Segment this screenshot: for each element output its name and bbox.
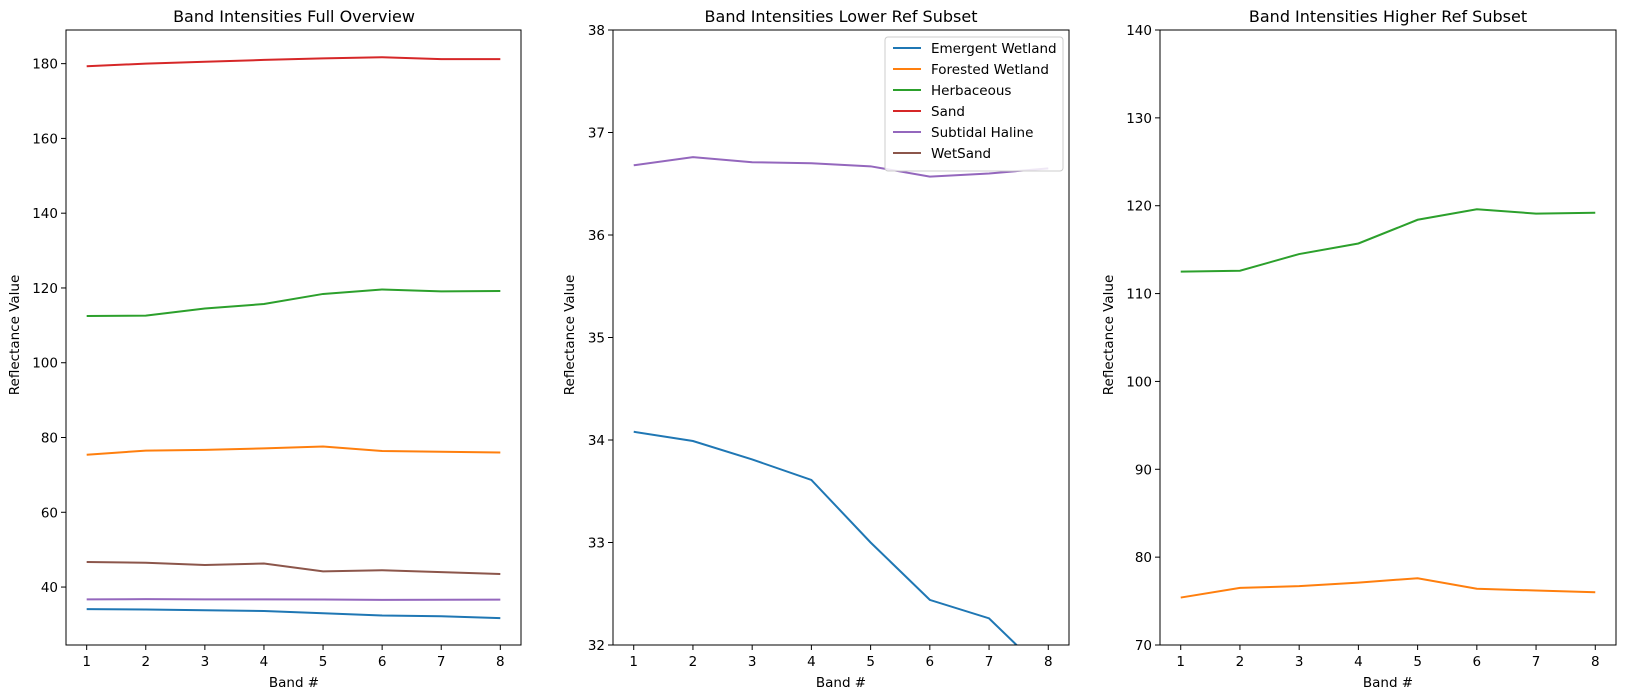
series-group xyxy=(1180,208,1596,599)
x-tick-label: 4 xyxy=(1354,654,1363,670)
y-tick-label: 140 xyxy=(32,206,58,222)
y-tick-label: 160 xyxy=(32,131,58,147)
x-tick-label: 4 xyxy=(807,654,816,670)
y-tick-label: 140 xyxy=(1126,23,1152,39)
y-tick-label: 32 xyxy=(588,638,605,654)
panel-title: Band Intensities Lower Ref Subset xyxy=(705,7,978,26)
y-tick-label: 110 xyxy=(1126,287,1152,303)
x-axis-label: Band # xyxy=(816,675,866,691)
legend: Emergent Wetland Forested Wetland Herbaceo… xyxy=(884,36,1064,172)
x-tick-label: 4 xyxy=(260,654,269,670)
y-tick-label: 35 xyxy=(588,331,605,347)
plot-frame xyxy=(65,29,522,646)
x-tick-label: 8 xyxy=(1591,654,1600,670)
x-tick-label: 7 xyxy=(985,654,994,670)
x-tick-label: 3 xyxy=(201,654,210,670)
panel-full-overview: Band Intensities Full Overview 1 2 3 4 5 6 7 8 4… xyxy=(7,7,522,691)
x-tick-label: 6 xyxy=(926,654,935,670)
series-group xyxy=(86,56,501,620)
plot-layer xyxy=(633,156,1049,645)
y-tick-label: 80 xyxy=(1135,550,1152,566)
y-axis-label: Reflectance Value xyxy=(562,275,578,396)
x-tick-label: 1 xyxy=(1176,654,1185,670)
y-tick-label: 33 xyxy=(588,536,605,552)
plot-layer xyxy=(1180,208,1596,599)
axis-layer: 1 2 3 4 5 6 7 8 70 80 90 100 110 120 130 140 xyxy=(1126,23,1617,670)
panel-title: Band Intensities Full Overview xyxy=(173,7,415,26)
legend-box xyxy=(884,36,1064,172)
y-axis-label: Reflectance Value xyxy=(1101,275,1117,396)
series-line-subtidal-haline xyxy=(86,598,501,601)
x-tick-label: 3 xyxy=(1295,654,1304,670)
series-line-herbaceous xyxy=(86,288,501,317)
legend-label-subtidal-haline: Subtidal Haline xyxy=(931,125,1033,141)
x-tick-label: 6 xyxy=(378,654,387,670)
x-tick-label: 2 xyxy=(1236,654,1245,670)
series-line-forested-wetland xyxy=(86,445,501,456)
series-line-herbaceous xyxy=(1180,208,1596,273)
x-tick-label: 5 xyxy=(319,654,328,670)
y-tick-label: 100 xyxy=(1126,374,1152,390)
legend-label-forested-wetland: Forested Wetland xyxy=(931,62,1049,78)
x-tick-label: 3 xyxy=(748,654,757,670)
y-tick-label: 120 xyxy=(32,281,58,297)
series-group xyxy=(633,156,1049,645)
x-axis-label: Band # xyxy=(269,675,319,691)
legend-label-sand: Sand xyxy=(931,104,965,120)
x-tick-label: 1 xyxy=(82,654,91,670)
y-tick-label: 90 xyxy=(1135,462,1152,478)
y-tick-label: 40 xyxy=(41,580,58,596)
x-tick-label: 6 xyxy=(1473,654,1482,670)
y-tick-label: 38 xyxy=(588,23,605,39)
y-tick-label: 34 xyxy=(588,433,605,449)
y-tick-label: 36 xyxy=(588,228,605,244)
axis-layer: 1 2 3 4 5 6 7 8 40 60 80 100 120 140 160 180 xyxy=(32,29,522,670)
y-tick-label: 120 xyxy=(1126,199,1152,215)
panel-title: Band Intensities Higher Ref Subset xyxy=(1249,7,1527,26)
y-tick-label: 37 xyxy=(588,126,605,142)
y-tick-label: 100 xyxy=(32,356,58,372)
series-line-wetsand xyxy=(86,561,501,575)
plot-frame xyxy=(1159,29,1617,646)
series-line-sand xyxy=(86,56,501,68)
y-tick-label: 60 xyxy=(41,505,58,521)
legend-label-emergent-wetland: Emergent Wetland xyxy=(931,41,1057,57)
series-line-emergent-wetland xyxy=(633,430,1018,645)
y-axis-label: Reflectance Value xyxy=(7,275,23,396)
y-tick-label: 70 xyxy=(1135,638,1152,654)
x-tick-label: 8 xyxy=(496,654,505,670)
y-tick-label: 80 xyxy=(41,431,58,447)
y-tick-label: 180 xyxy=(32,57,58,73)
x-tick-label: 2 xyxy=(141,654,150,670)
series-line-subtidal-haline xyxy=(633,156,1049,178)
plot-layer xyxy=(86,56,501,620)
x-tick-label: 1 xyxy=(629,654,638,670)
legend-label-wetsand: WetSand xyxy=(931,146,991,162)
x-tick-label: 2 xyxy=(689,654,698,670)
legend-label-herbaceous: Herbaceous xyxy=(931,83,1011,99)
x-tick-label: 7 xyxy=(1532,654,1541,670)
y-tick-label: 130 xyxy=(1126,111,1152,127)
x-axis-label: Band # xyxy=(1363,675,1413,691)
series-line-emergent-wetland xyxy=(86,608,501,620)
x-tick-label: 7 xyxy=(437,654,446,670)
series-line-forested-wetland xyxy=(1180,577,1596,599)
x-tick-label: 8 xyxy=(1044,654,1053,670)
x-tick-label: 5 xyxy=(1413,654,1422,670)
panel-higher-ref-subset: Band Intensities Higher Ref Subset 1 2 3 4 5… xyxy=(1101,7,1617,691)
x-tick-label: 5 xyxy=(866,654,875,670)
